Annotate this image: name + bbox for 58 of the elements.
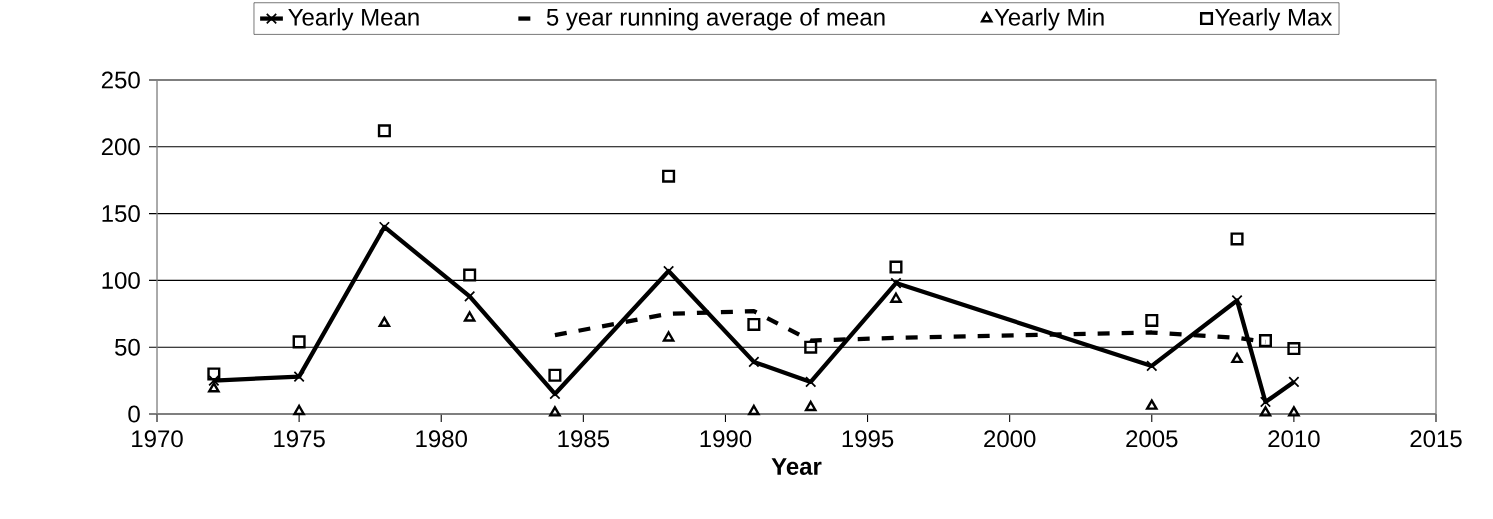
point <box>1258 333 1272 348</box>
y-tick-label: 100 <box>102 271 140 289</box>
point <box>377 124 391 138</box>
x-tick-label: 1985 <box>558 430 610 448</box>
point <box>293 404 305 416</box>
legend-label: Yearly Max <box>1215 8 1333 31</box>
point <box>889 260 903 274</box>
legend-label: Yearly Mean <box>288 8 419 31</box>
point <box>890 292 902 303</box>
x-tick-label: 1970 <box>132 430 183 448</box>
point <box>292 335 306 349</box>
y-tick-label: 50 <box>115 338 140 356</box>
x-tick-label: 1975 <box>274 430 325 448</box>
point <box>804 340 818 354</box>
x-tick-label: 2005 <box>1126 430 1178 448</box>
point <box>1145 399 1158 410</box>
point <box>1288 406 1300 417</box>
point <box>1231 352 1243 364</box>
point <box>208 375 220 387</box>
point <box>208 382 220 393</box>
y-tick-label: 250 <box>101 71 140 89</box>
legend-label: Yearly Min <box>994 8 1104 31</box>
y-tick-label: 200 <box>101 138 140 156</box>
x-tick-label: 1995 <box>842 430 894 448</box>
point <box>1146 360 1158 372</box>
point <box>378 316 391 328</box>
legend-label: 5 year running average of mean <box>546 8 885 31</box>
point <box>1288 376 1300 388</box>
point <box>464 290 476 303</box>
point <box>1259 406 1272 417</box>
x-tick-label: 1990 <box>700 430 752 448</box>
point <box>805 376 817 388</box>
point <box>1230 232 1244 246</box>
point <box>549 406 561 417</box>
point <box>748 404 760 416</box>
y-tick-label: 150 <box>102 205 140 223</box>
point <box>1287 342 1301 356</box>
point <box>662 331 675 342</box>
x-tick-label: 2015 <box>1410 430 1462 448</box>
x-tick-label: 2000 <box>984 430 1036 448</box>
point <box>463 311 476 322</box>
point <box>1259 396 1272 408</box>
point <box>207 367 221 381</box>
y-tick-label: 0 <box>128 405 140 423</box>
point <box>463 268 477 282</box>
point <box>747 317 761 332</box>
point <box>804 400 817 412</box>
x-tick-label: 1980 <box>416 430 467 448</box>
point <box>890 277 902 289</box>
point <box>1145 313 1159 328</box>
point <box>1231 294 1243 307</box>
point <box>378 221 390 233</box>
point <box>662 169 676 183</box>
x-axis-title: Year <box>771 458 822 475</box>
point <box>548 368 562 382</box>
x-tick-label: 2010 <box>1268 430 1320 448</box>
point <box>293 371 305 383</box>
point <box>748 356 760 368</box>
